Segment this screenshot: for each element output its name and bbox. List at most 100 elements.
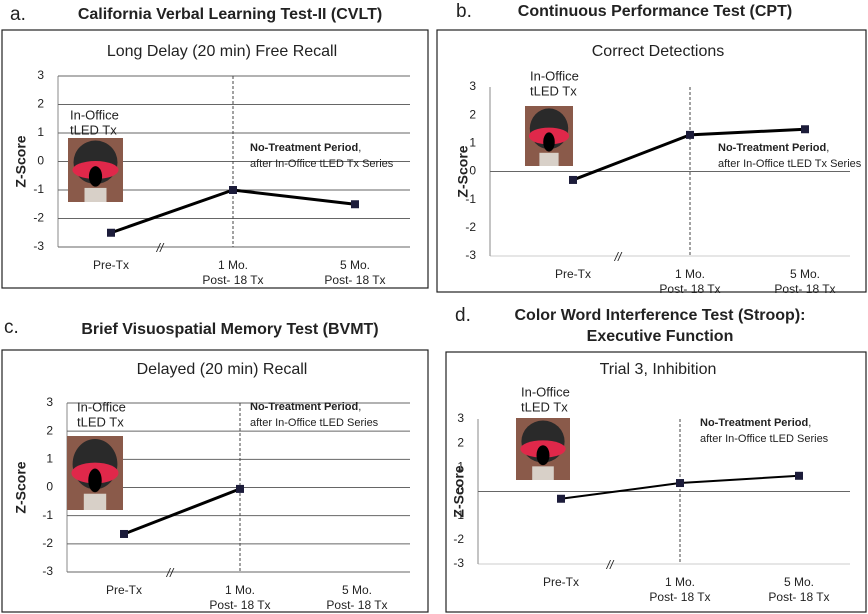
y-tick-label: -1 (33, 182, 44, 196)
panel-border (1, 349, 429, 613)
note-tail: , (808, 417, 811, 429)
y-tick-label: -3 (453, 556, 464, 570)
x-tick-label: Pre-Tx (543, 575, 579, 589)
x-tick-label: 5 Mo. (784, 575, 814, 589)
chart-panel: b. Continuous Performance Test (CPT) Corre… (436, 1, 867, 296)
inset-label: In-Office (521, 384, 570, 399)
note-tail: , (358, 401, 361, 413)
y-tick-label: 1 (46, 452, 53, 466)
x-tick-label: Post- 18 Tx (324, 273, 385, 287)
data-marker (795, 471, 803, 480)
photo-face (88, 468, 102, 493)
photo-body (83, 493, 107, 510)
note: No-Treatment Period, (718, 142, 829, 154)
x-tick-label: Post- 18 Tx (768, 590, 829, 604)
x-tick-label: Pre-Tx (555, 267, 591, 281)
y-tick-label: 1 (457, 460, 464, 474)
y-tick-label: -3 (33, 239, 44, 253)
chart-panel: a. California Verbal Learning Test-II (CV… (1, 4, 429, 289)
x-tick-label: Post- 18 Tx (774, 282, 835, 296)
y-tick-label: 3 (37, 68, 44, 82)
y-tick-label: -2 (465, 220, 476, 234)
y-tick-label: -3 (465, 248, 476, 262)
y-tick-label: 3 (457, 411, 464, 425)
panel-border (445, 351, 867, 613)
panel-letter: c. (4, 317, 19, 338)
y-tick-label: -1 (453, 508, 464, 522)
data-marker (351, 200, 359, 209)
note: No-Treatment Period, (250, 142, 361, 154)
note-bold: No-Treatment Period (700, 417, 808, 429)
chart-title: Long Delay (20 min) Free Recall (107, 43, 337, 60)
note-line2: after In-Office tLED Series (700, 433, 829, 445)
y-tick-label: 0 (46, 480, 53, 494)
panel-heading: Continuous Performance Test (CPT) (518, 3, 792, 20)
x-tick-label: 1 Mo. (675, 267, 705, 281)
x-tick-label: 5 Mo. (340, 258, 370, 272)
y-axis-label: Z-Score (451, 465, 467, 517)
data-marker (676, 479, 684, 488)
panel-heading: California Verbal Learning Test-II (CVLT… (78, 6, 382, 23)
y-tick-label: -1 (465, 192, 476, 206)
x-tick-label: Pre-Tx (106, 583, 142, 597)
data-line (123, 487, 241, 536)
inset-label: tLED Tx (530, 83, 577, 98)
y-tick-label: 0 (457, 484, 464, 498)
x-tick-label: 5 Mo. (790, 267, 820, 281)
x-tick-label: Post- 18 Tx (209, 598, 270, 612)
note-bold: No-Treatment Period (718, 142, 826, 154)
y-tick-label: 3 (469, 79, 476, 93)
y-tick-label: -3 (42, 564, 53, 578)
y-axis-label: Z-Score (13, 135, 29, 187)
axis-break: // (606, 558, 615, 572)
x-tick-label: Post- 18 Tx (659, 282, 720, 296)
data-marker (120, 529, 128, 538)
y-tick-label: 1 (469, 136, 476, 150)
y-axis-label: Z-Score (455, 145, 471, 197)
data-marker (107, 228, 115, 237)
chart-panel: c. Brief Visuospatial Memory Test (BVMT) D… (1, 317, 429, 613)
x-tick-label: 1 Mo. (665, 575, 695, 589)
note-line2: after In-Office tLED Series (250, 417, 379, 429)
x-tick-label: 5 Mo. (342, 583, 372, 597)
panel-heading: Color Word Interference Test (Stroop): (515, 307, 806, 324)
note-tail: , (358, 142, 361, 154)
photo-body (539, 152, 559, 166)
data-marker (686, 130, 694, 139)
chart-panel: d. Color Word Interference Test (Stroop):… (445, 305, 867, 613)
x-tick-label: Post- 18 Tx (649, 590, 710, 604)
axis-break: // (166, 566, 175, 580)
photo-face (543, 132, 555, 152)
note-line2: after In-Office tLED Tx Series (718, 158, 862, 170)
axis-break: // (614, 250, 623, 264)
y-tick-label: -1 (42, 508, 53, 522)
x-tick-label: Pre-Tx (93, 258, 129, 272)
x-tick-label: 1 Mo. (218, 258, 248, 272)
note-line2: after In-Office tLED Tx Series (250, 158, 394, 170)
chart-title: Correct Detections (592, 43, 725, 60)
panel-heading: Executive Function (587, 328, 734, 345)
y-axis-label: Z-Score (13, 461, 29, 513)
data-marker (236, 484, 244, 493)
photo-face (536, 445, 550, 466)
photo-body (84, 187, 107, 202)
x-tick-label: Post- 18 Tx (326, 598, 387, 612)
y-tick-label: 2 (37, 97, 44, 111)
inset-label: tLED Tx (77, 414, 124, 429)
y-tick-label: -2 (453, 532, 464, 546)
y-tick-label: 2 (469, 107, 476, 121)
y-tick-label: -2 (33, 211, 44, 225)
inset-label: In-Office (530, 68, 579, 83)
data-marker (229, 186, 237, 194)
panel-letter: a. (10, 4, 26, 25)
note: No-Treatment Period, (700, 417, 811, 429)
panel-letter: b. (456, 1, 472, 22)
photo-face (88, 166, 103, 187)
y-tick-label: 1 (37, 125, 44, 139)
inset-label: tLED Tx (70, 122, 117, 137)
x-tick-label: Post- 18 Tx (202, 273, 263, 287)
y-tick-label: -2 (42, 536, 53, 550)
y-tick-label: 0 (469, 164, 476, 178)
data-marker (569, 175, 577, 184)
